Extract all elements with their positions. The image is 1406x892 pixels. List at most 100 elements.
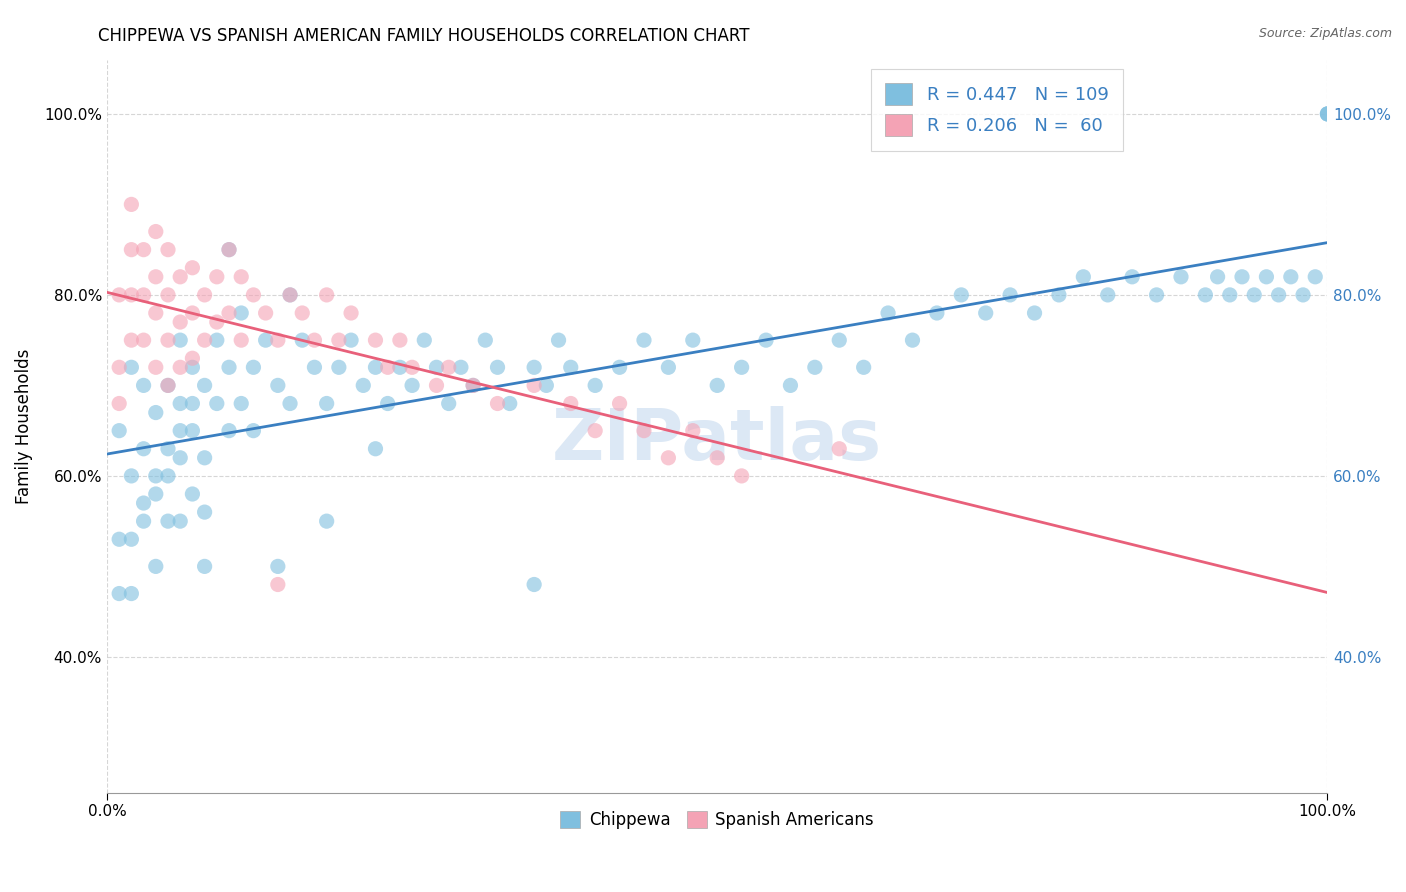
Point xyxy=(145,269,167,284)
Point xyxy=(181,260,204,275)
Point xyxy=(388,360,411,375)
Point xyxy=(169,396,191,410)
Point xyxy=(1230,269,1253,284)
Point xyxy=(108,360,131,375)
Point xyxy=(425,378,447,392)
Point xyxy=(169,450,191,465)
Point xyxy=(388,333,411,347)
Point xyxy=(450,360,472,375)
Point xyxy=(523,378,546,392)
Point xyxy=(1206,269,1229,284)
Point xyxy=(1292,288,1315,302)
Text: ZIPatlas: ZIPatlas xyxy=(553,406,883,475)
Point xyxy=(340,306,363,320)
Text: Source: ZipAtlas.com: Source: ZipAtlas.com xyxy=(1258,27,1392,40)
Point xyxy=(437,396,460,410)
Point xyxy=(352,378,374,392)
Point xyxy=(1316,107,1339,121)
Point xyxy=(315,514,337,528)
Point xyxy=(547,333,569,347)
Point xyxy=(328,333,350,347)
Point xyxy=(364,333,387,347)
Point xyxy=(120,586,142,600)
Point xyxy=(120,469,142,483)
Point xyxy=(132,288,155,302)
Point xyxy=(205,333,228,347)
Point xyxy=(560,396,582,410)
Point xyxy=(254,306,277,320)
Point xyxy=(205,269,228,284)
Text: CHIPPEWA VS SPANISH AMERICAN FAMILY HOUSEHOLDS CORRELATION CHART: CHIPPEWA VS SPANISH AMERICAN FAMILY HOUS… xyxy=(98,27,749,45)
Point xyxy=(657,360,679,375)
Point xyxy=(304,360,326,375)
Point xyxy=(852,360,875,375)
Point xyxy=(523,577,546,591)
Point xyxy=(267,559,290,574)
Point xyxy=(474,333,496,347)
Point xyxy=(205,315,228,329)
Point xyxy=(242,360,264,375)
Point xyxy=(145,360,167,375)
Point xyxy=(950,288,973,302)
Point xyxy=(145,225,167,239)
Point xyxy=(1243,288,1265,302)
Point xyxy=(291,333,314,347)
Point xyxy=(205,396,228,410)
Point xyxy=(218,243,240,257)
Point xyxy=(1024,306,1046,320)
Point xyxy=(156,243,179,257)
Point xyxy=(377,360,399,375)
Point xyxy=(1194,288,1216,302)
Point xyxy=(560,360,582,375)
Point xyxy=(181,424,204,438)
Point xyxy=(925,306,948,320)
Point xyxy=(169,315,191,329)
Point xyxy=(1121,269,1143,284)
Point xyxy=(706,450,728,465)
Point xyxy=(267,577,290,591)
Point xyxy=(231,333,253,347)
Point xyxy=(242,288,264,302)
Point xyxy=(486,360,509,375)
Point xyxy=(315,288,337,302)
Point xyxy=(304,333,326,347)
Point xyxy=(278,288,301,302)
Point xyxy=(1303,269,1326,284)
Point xyxy=(583,424,606,438)
Point xyxy=(1267,288,1289,302)
Point xyxy=(1146,288,1168,302)
Point xyxy=(755,333,778,347)
Point xyxy=(828,333,851,347)
Point xyxy=(194,378,217,392)
Point xyxy=(132,496,155,510)
Point xyxy=(145,306,167,320)
Point xyxy=(267,378,290,392)
Point xyxy=(120,288,142,302)
Point xyxy=(132,378,155,392)
Point xyxy=(108,533,131,547)
Point xyxy=(278,288,301,302)
Point xyxy=(254,333,277,347)
Point xyxy=(401,378,423,392)
Point xyxy=(1316,107,1339,121)
Point xyxy=(1073,269,1095,284)
Point xyxy=(120,533,142,547)
Point xyxy=(609,360,631,375)
Point xyxy=(218,243,240,257)
Point xyxy=(120,197,142,211)
Point xyxy=(231,269,253,284)
Point xyxy=(633,424,655,438)
Point xyxy=(291,306,314,320)
Point xyxy=(120,333,142,347)
Point xyxy=(169,360,191,375)
Point xyxy=(278,396,301,410)
Point xyxy=(120,360,142,375)
Point xyxy=(377,396,399,410)
Point xyxy=(108,424,131,438)
Point xyxy=(194,559,217,574)
Point xyxy=(364,442,387,456)
Point xyxy=(437,360,460,375)
Point xyxy=(181,306,204,320)
Point xyxy=(181,487,204,501)
Point xyxy=(425,360,447,375)
